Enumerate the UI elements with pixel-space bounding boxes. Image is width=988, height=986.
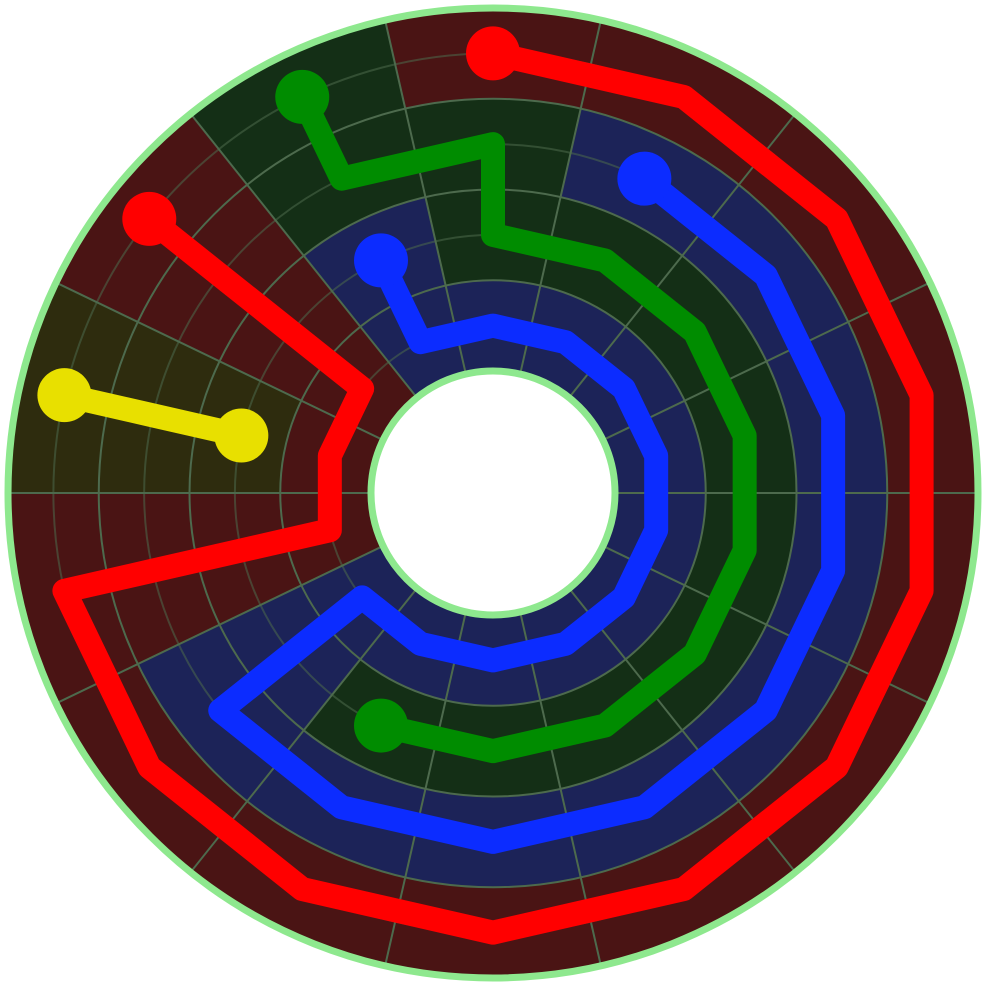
flow-endpoint xyxy=(214,408,269,463)
flow-endpoint xyxy=(617,151,672,206)
flow-endpoint xyxy=(466,26,520,81)
sector-line xyxy=(189,113,418,399)
flow-endpoint xyxy=(354,233,409,288)
outer-rim xyxy=(4,4,982,982)
flow-path xyxy=(208,166,846,854)
flow-path xyxy=(52,383,254,448)
sector-line xyxy=(55,281,384,441)
flow-path xyxy=(290,84,757,764)
inner-hole xyxy=(367,367,619,619)
sector-line xyxy=(384,19,467,375)
flow-endpoint xyxy=(275,69,330,124)
flow-path xyxy=(52,41,934,945)
flow-endpoint xyxy=(37,368,92,423)
flows xyxy=(37,26,934,945)
flow-endpoint xyxy=(354,698,409,753)
flow-endpoint xyxy=(122,191,177,246)
